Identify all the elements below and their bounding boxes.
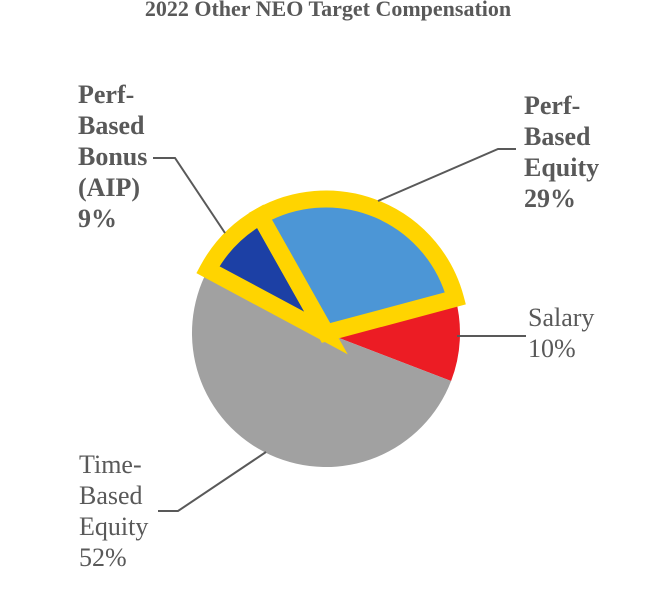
pie-slices	[191, 199, 460, 468]
label-perf-based-bonus: Perf- Based Bonus (AIP) 9%	[78, 80, 148, 233]
leader-lines	[153, 148, 526, 512]
label-time-based-equity: Time- Based Equity 52%	[79, 450, 149, 572]
leader-line-perf-based-equity	[377, 148, 516, 202]
pie-slice-time-based-equity	[191, 269, 452, 468]
leader-line-perf-based-bonus	[153, 157, 226, 234]
highlight-outline-perf-based-equity	[248, 190, 466, 343]
label-salary: Salary 10%	[528, 303, 595, 363]
leader-line-time-based-equity	[158, 451, 267, 512]
label-perf-based-equity: Perf- Based Equity 29%	[524, 91, 600, 213]
pie-slice-salary	[326, 298, 460, 382]
chart-title: 2022 Other NEO Target Compensation	[144, 0, 512, 21]
pie-highlight-outlines	[196, 190, 466, 355]
pie-slice-perf-based-bonus-aip	[207, 216, 326, 333]
